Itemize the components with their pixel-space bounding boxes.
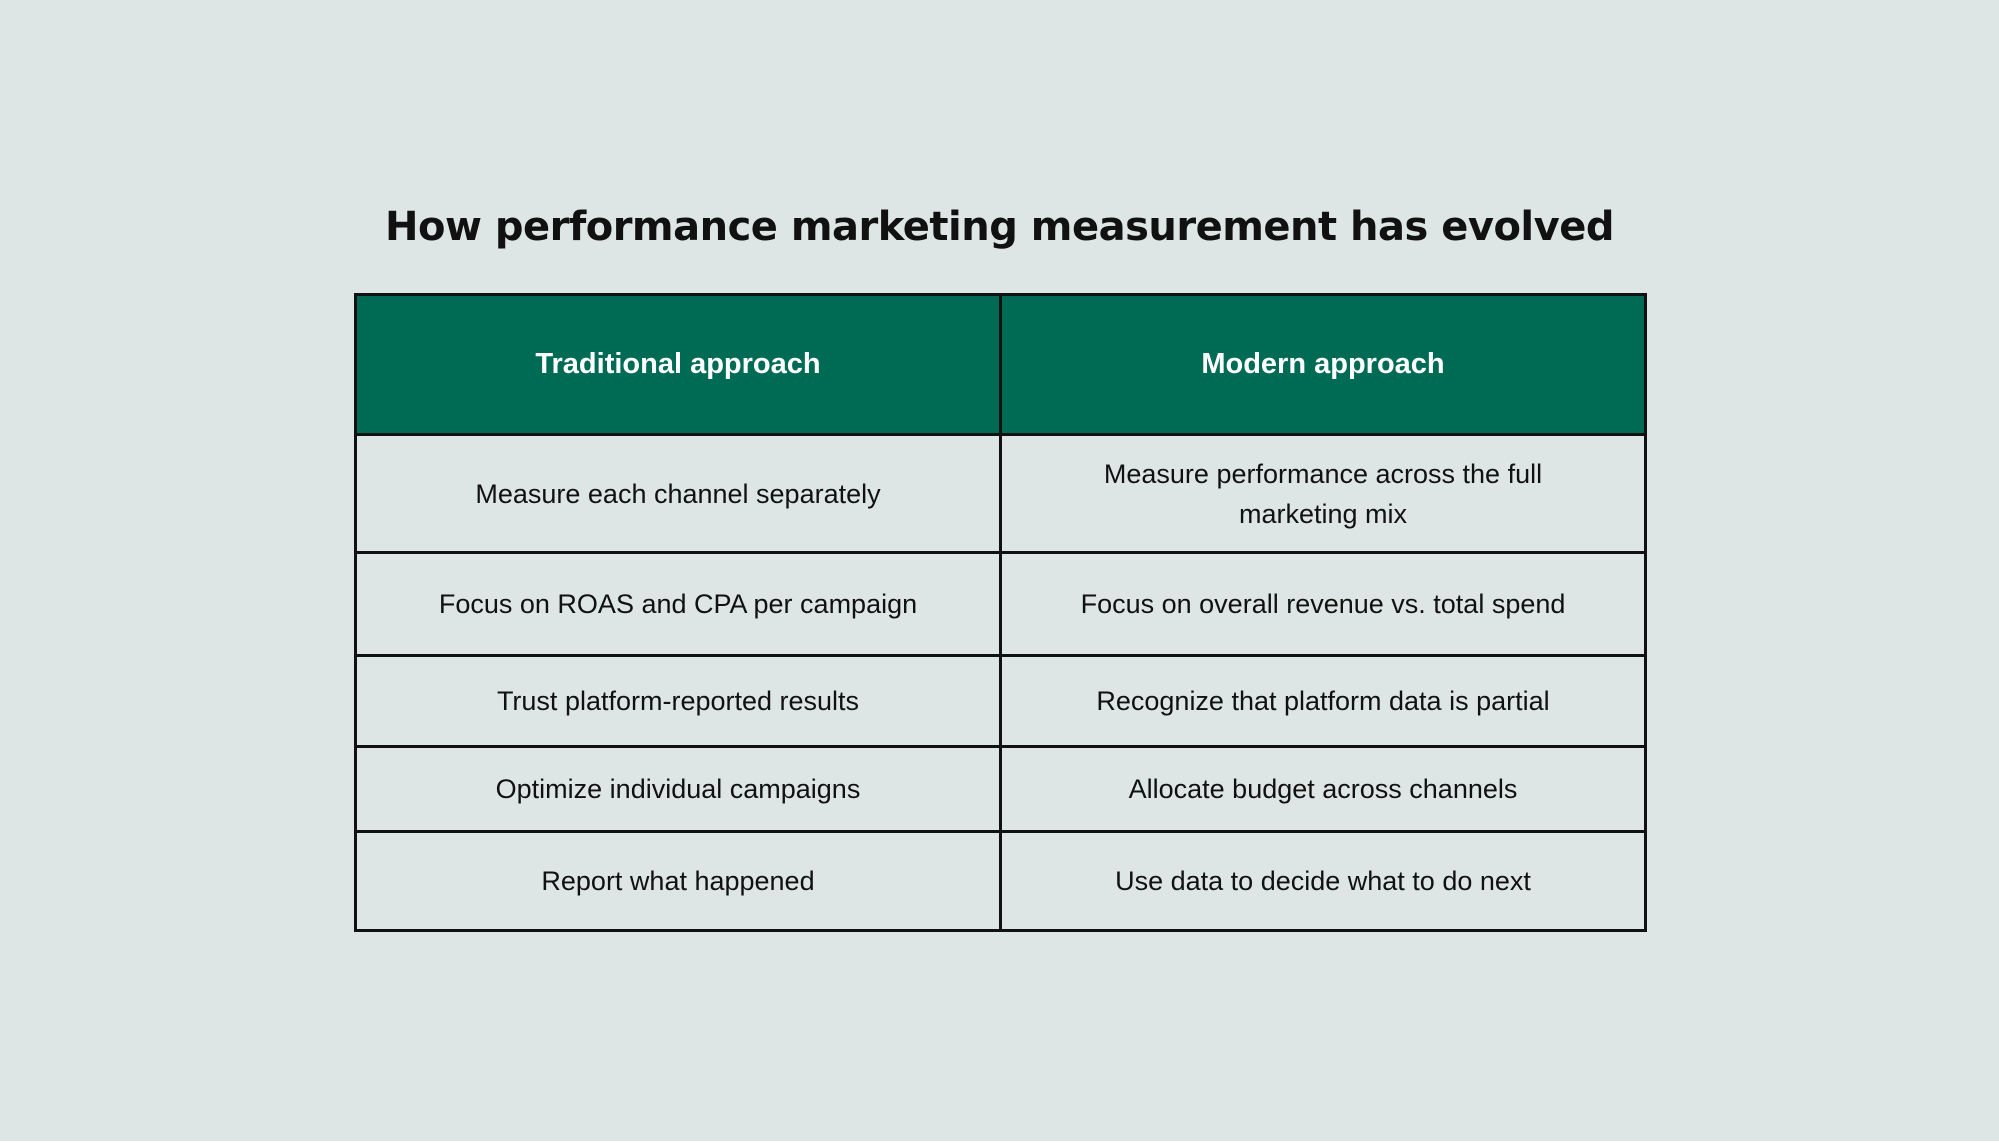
modern-cell: Focus on overall revenue vs. total spend xyxy=(999,551,1647,657)
traditional-cell: Trust platform-reported results xyxy=(354,654,1002,748)
comparison-table: Traditional approach Modern approach Mea… xyxy=(354,293,1647,932)
table-row: Trust platform-reported results Recogniz… xyxy=(354,654,1647,748)
bottom-strip xyxy=(0,1141,1999,1143)
modern-cell: Allocate budget across channels xyxy=(999,745,1647,833)
table-row: Report what happened Use data to decide … xyxy=(354,830,1647,932)
traditional-cell: Measure each channel separately xyxy=(354,433,1002,554)
modern-cell: Recognize that platform data is partial xyxy=(999,654,1647,748)
table-row: Measure each channel separately Measure … xyxy=(354,433,1647,554)
page-title: How performance marketing measurement ha… xyxy=(385,203,1614,250)
modern-cell: Use data to decide what to do next xyxy=(999,830,1647,932)
table-header-row: Traditional approach Modern approach xyxy=(354,293,1647,436)
traditional-cell: Report what happened xyxy=(354,830,1002,932)
table-row: Focus on ROAS and CPA per campaign Focus… xyxy=(354,551,1647,657)
traditional-cell: Focus on ROAS and CPA per campaign xyxy=(354,551,1002,657)
header-traditional-approach: Traditional approach xyxy=(354,293,1002,436)
header-modern-approach: Modern approach xyxy=(999,293,1647,436)
modern-cell: Measure performance across the full mark… xyxy=(999,433,1647,554)
traditional-cell: Optimize individual campaigns xyxy=(354,745,1002,833)
table-row: Optimize individual campaigns Allocate b… xyxy=(354,745,1647,833)
